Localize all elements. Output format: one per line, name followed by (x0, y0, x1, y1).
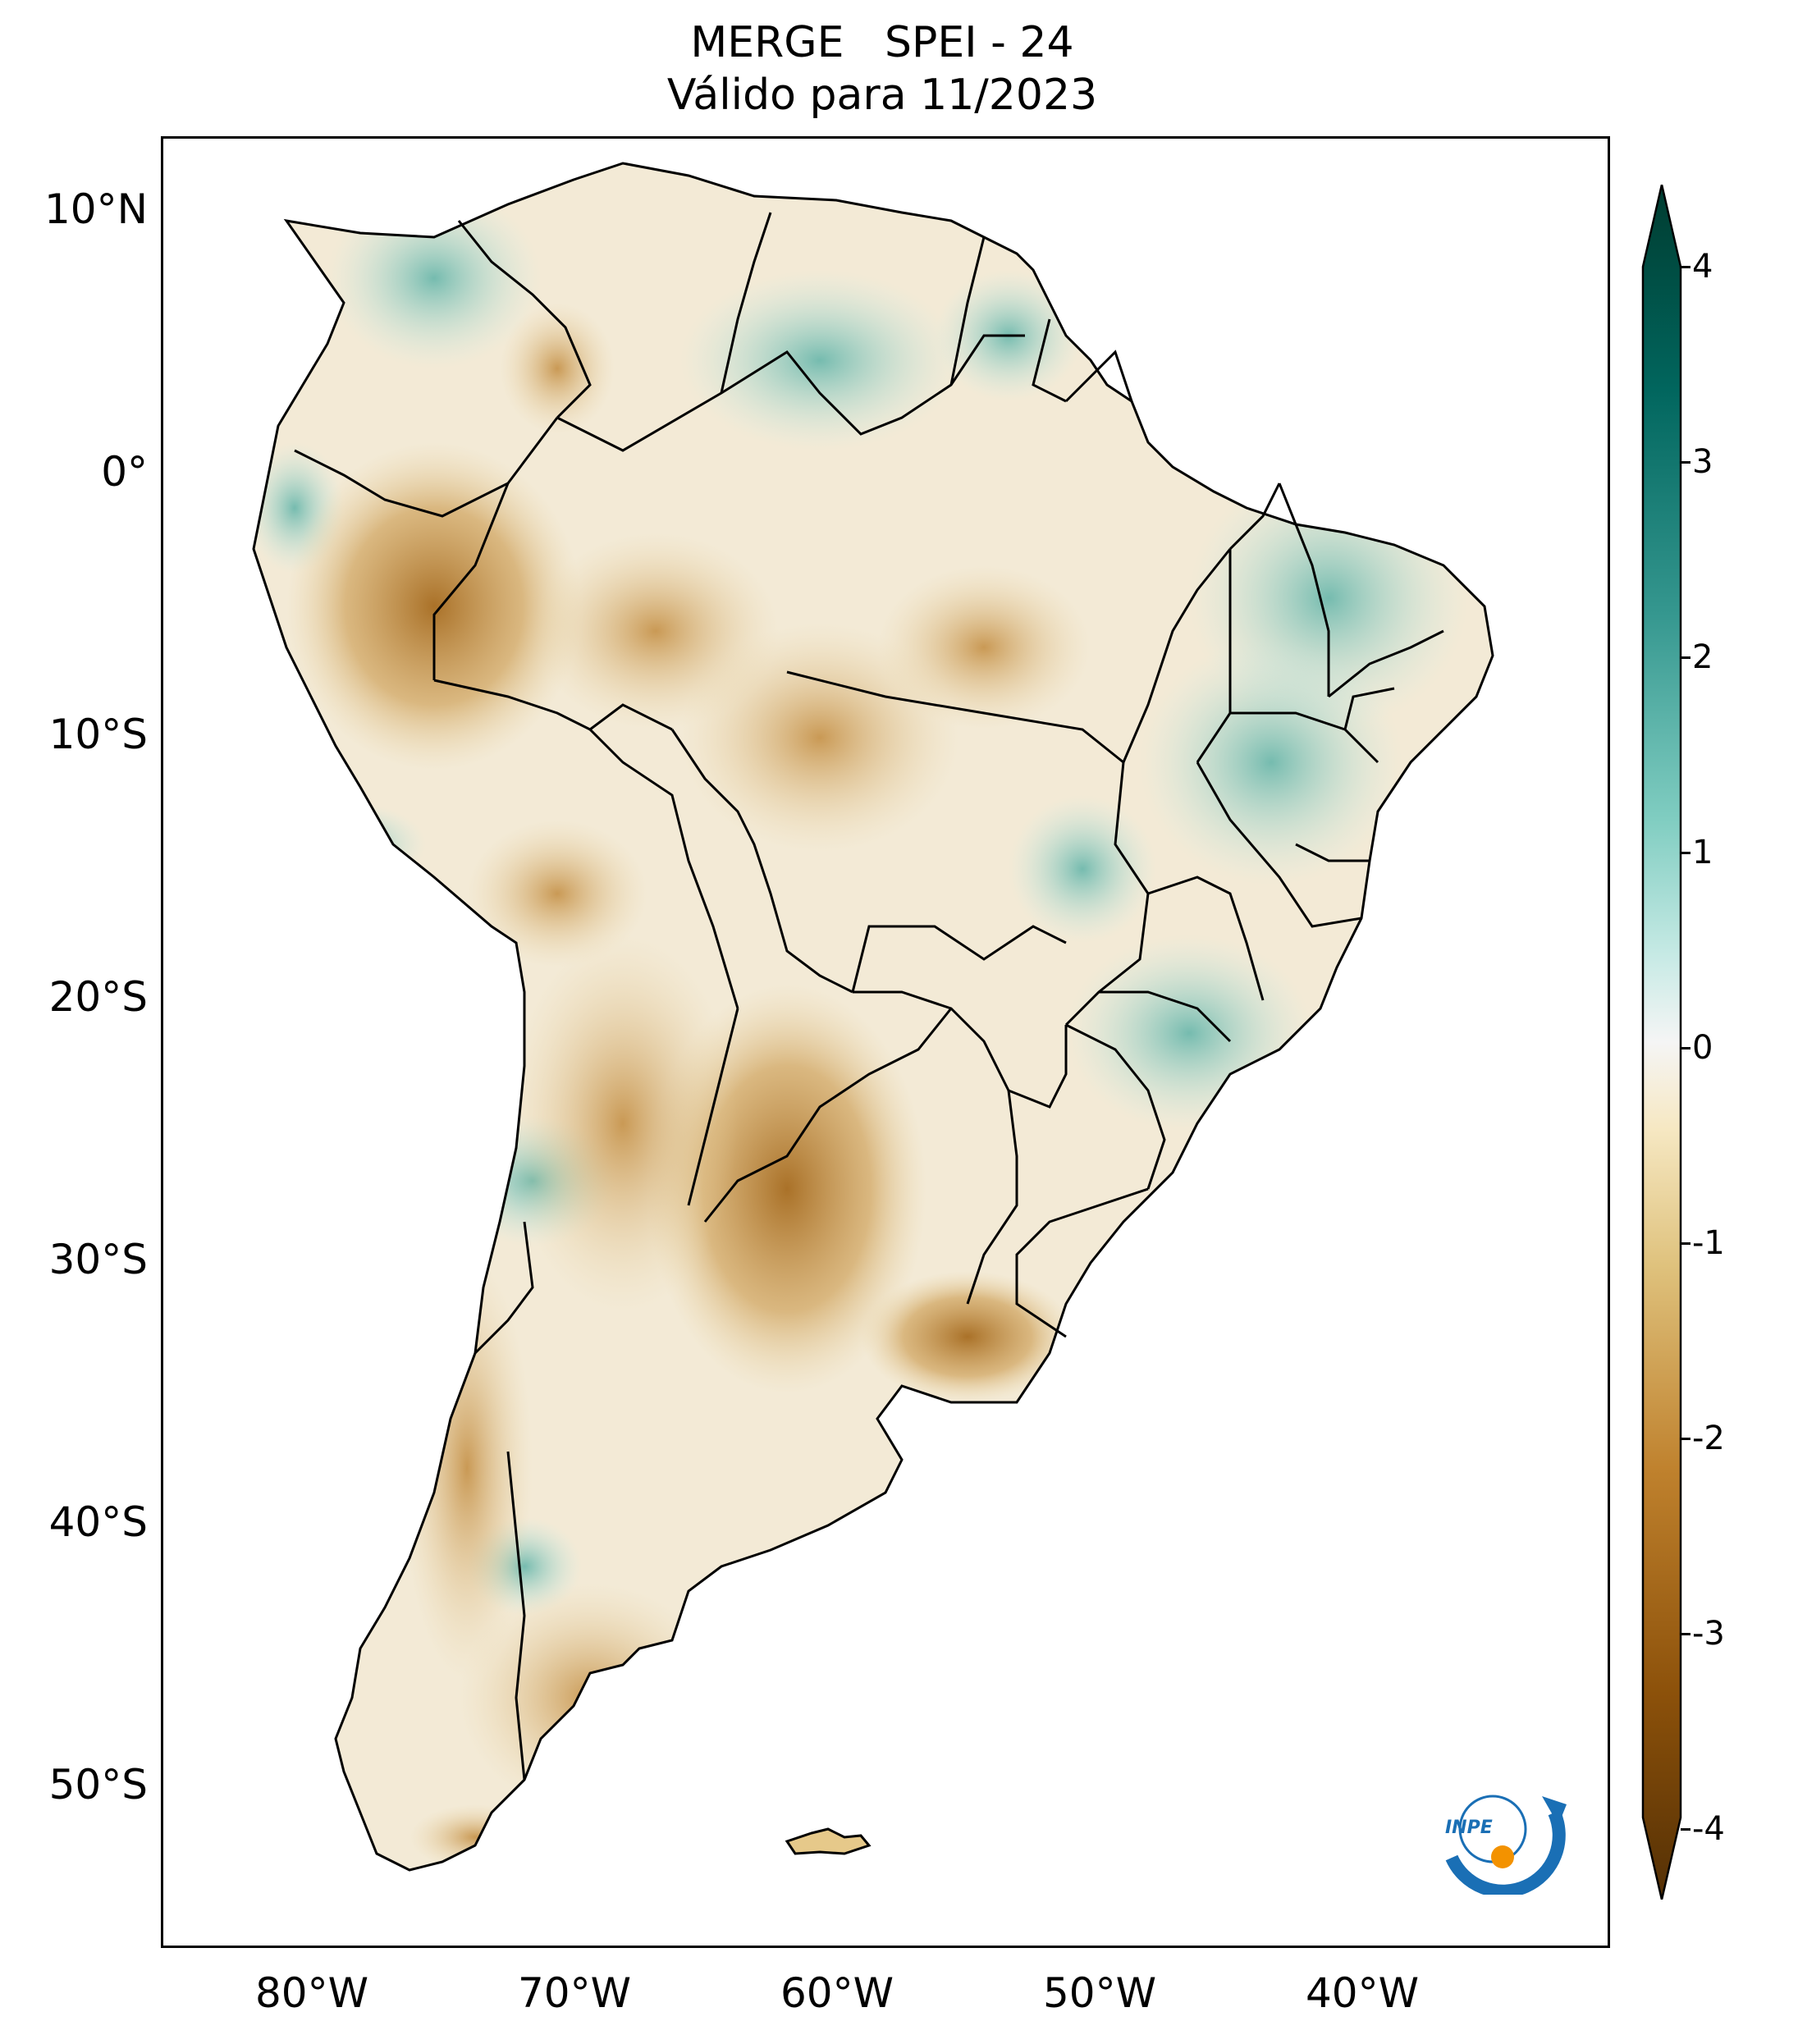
falklands (785, 1827, 872, 1855)
cb-label-3: 3 (1692, 443, 1713, 481)
cb-tick-neg3 (1681, 1633, 1690, 1635)
cb-label-2: 2 (1692, 638, 1713, 676)
cb-label-4: 4 (1692, 248, 1713, 286)
cb-tick-neg1 (1681, 1242, 1690, 1245)
cb-label-neg2: -2 (1692, 1420, 1725, 1457)
cb-tick-0 (1681, 1047, 1690, 1049)
lat-label-10n: 10°N (43, 185, 148, 233)
lon-label-70w: 70°W (517, 1969, 632, 2017)
spei-field (254, 188, 1468, 1870)
lon-label-40w: 40°W (1305, 1969, 1420, 2017)
cb-label-0: 0 (1692, 1029, 1713, 1067)
lat-label-50s: 50°S (48, 1761, 148, 1809)
map-title: MERGE SPEI - 24 Válido para 11/2023 (0, 16, 1764, 121)
cb-tick-1 (1681, 852, 1690, 854)
title-line-1: MERGE SPEI - 24 (690, 18, 1074, 67)
cb-label-neg3: -3 (1692, 1615, 1725, 1653)
cb-label-neg4: -4 (1692, 1810, 1725, 1848)
cb-tick-3 (1681, 461, 1690, 464)
lat-label-30s: 30°S (48, 1236, 148, 1283)
lat-label-10s: 10°S (48, 711, 148, 758)
title-line-2: Válido para 11/2023 (666, 71, 1098, 120)
inpe-logo: INPE (1435, 1780, 1575, 1895)
cb-tick-neg4 (1681, 1828, 1690, 1831)
cb-label-neg1: -1 (1692, 1224, 1725, 1262)
lat-label-0: 0° (101, 448, 148, 496)
inpe-logo-icon (1445, 1795, 1567, 1895)
cb-tick-neg2 (1681, 1438, 1690, 1440)
lon-label-60w: 60°W (780, 1969, 894, 2017)
lon-label-80w: 80°W (254, 1969, 369, 2017)
lat-label-20s: 20°S (48, 973, 148, 1021)
lat-label-40s: 40°S (48, 1498, 148, 1546)
map-panel: INPE (161, 136, 1610, 1948)
colorbar (1641, 185, 1682, 1900)
cb-label-1: 1 (1692, 834, 1713, 871)
cb-tick-2 (1681, 656, 1690, 659)
lon-label-50w: 50°W (1042, 1969, 1157, 2017)
cb-tick-4 (1681, 266, 1690, 268)
spei-map (252, 162, 1494, 1872)
country-borders (294, 212, 1444, 1781)
inpe-logo-text: INPE (1445, 1818, 1493, 1838)
